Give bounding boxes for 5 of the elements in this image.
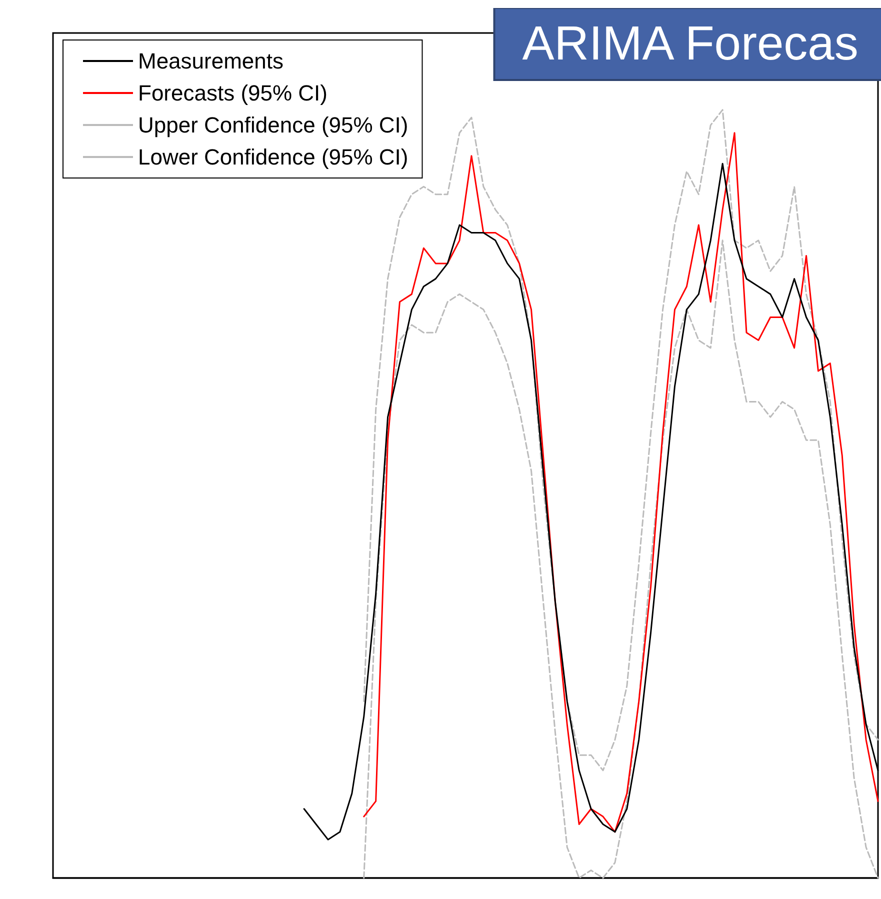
legend-label: Lower Confidence (95% CI) <box>138 144 408 170</box>
legend-label: Upper Confidence (95% CI) <box>138 112 408 138</box>
legend-label: Forecasts (95% CI) <box>138 80 328 106</box>
legend-label: Measurements <box>138 48 284 74</box>
chart-title: ARIMA Forecas <box>522 18 858 70</box>
